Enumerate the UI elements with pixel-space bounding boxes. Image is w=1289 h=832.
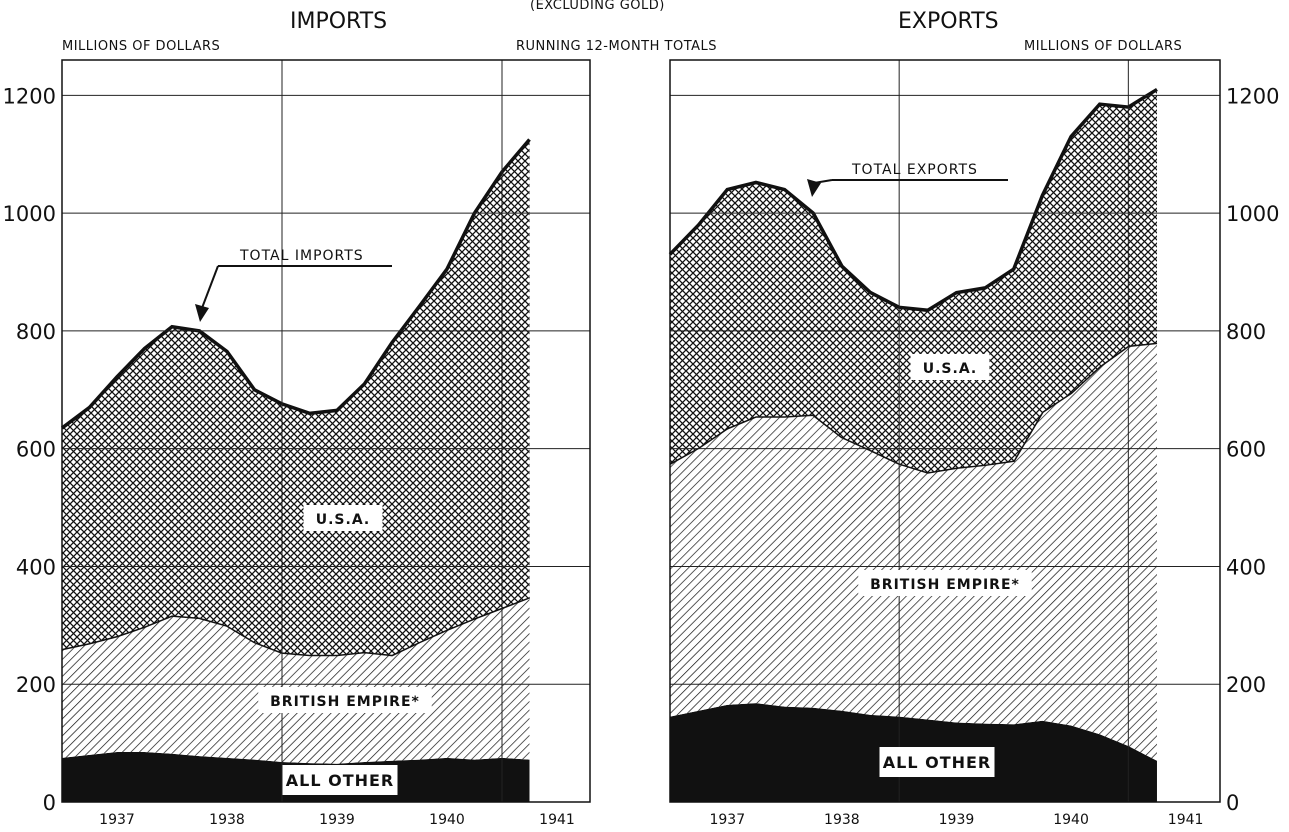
imports-y-tick-label: 600 — [16, 438, 56, 462]
exports-line-u-s-a — [668, 87, 1158, 313]
exports-plot-frame — [669, 59, 1221, 803]
exports-label-all-other: ALL OTHER — [883, 753, 992, 772]
imports-y-ticks: 0 200 400 600 800 1000 1200 — [3, 84, 56, 815]
imports-area-british-empire — [62, 597, 530, 764]
imports-label-british-empire: BRITISH EMPIRE* — [270, 694, 420, 710]
exports-x-tick-label: 1937 — [709, 812, 745, 828]
exports-axes — [669, 59, 1221, 803]
imports-label-u-s-a: U.S.A. — [316, 512, 371, 528]
imports-label-box-british-empire — [258, 687, 432, 713]
imports-annotation-text: TOTAL IMPORTS — [239, 248, 364, 264]
exports-y-tick-label: 1000 — [1226, 202, 1279, 226]
exports-y-tick-label: 1200 — [1226, 84, 1279, 108]
exports-title: EXPORTS — [898, 9, 999, 34]
imports-y-tick-label: 1200 — [3, 84, 56, 108]
imports-x-tick-label: 1941 — [539, 812, 575, 828]
exports-label-box-all-other — [879, 747, 995, 777]
exports-y-tick-label: 0 — [1226, 791, 1239, 815]
exports-series-labels: ALL OTHER BRITISH EMPIRE* U.S.A. — [858, 354, 1032, 777]
imports-x-tick-label: 1940 — [429, 812, 465, 828]
exports-areas — [668, 87, 1158, 802]
exports-y-tick-label: 800 — [1226, 320, 1266, 344]
imports-y-tick-label: 200 — [16, 673, 56, 697]
imports-y-tick-label: 800 — [16, 320, 56, 344]
imports-annotation-arrowhead — [195, 304, 209, 322]
imports-label-box-all-other — [282, 765, 398, 795]
imports-axes — [61, 59, 591, 803]
imports-annotation: TOTAL IMPORTS — [195, 248, 392, 322]
imports-series-labels: ALL OTHER BRITISH EMPIRE* U.S.A. — [258, 505, 432, 795]
exports-ylabel: MILLIONS OF DOLLARS — [1024, 39, 1182, 54]
imports-line-u-s-a — [60, 138, 531, 430]
running-totals-label: RUNNING 12-MONTH TOTALS — [516, 39, 717, 54]
exports-y-ticks: 0 200 400 600 800 1000 1200 — [1226, 84, 1279, 815]
subtitle-text: (EXCLUDING GOLD) — [530, 0, 665, 13]
exports-y-tick-label: 200 — [1226, 673, 1266, 697]
exports-x-tick-label: 1938 — [824, 812, 860, 828]
imports-ylabel: MILLIONS OF DOLLARS — [62, 39, 220, 54]
imports-area-u-s-a — [62, 139, 530, 655]
imports-x-tick-label: 1938 — [209, 812, 245, 828]
exports-area-u-s-a — [670, 89, 1157, 473]
imports-label-all-other: ALL OTHER — [286, 771, 395, 790]
exports-annotation-arrowhead — [807, 179, 821, 197]
exports-label-u-s-a: U.S.A. — [923, 361, 978, 377]
exports-y-tick-label: 400 — [1226, 555, 1266, 579]
exports-x-tick-label: 1941 — [1168, 812, 1204, 828]
imports-title: IMPORTS — [290, 9, 387, 34]
exports-grid — [670, 60, 1220, 802]
exports-annotation-text: TOTAL EXPORTS — [851, 162, 978, 178]
imports-label-box-u-s-a — [303, 505, 383, 531]
imports-grid — [62, 60, 590, 802]
exports-label-box-u-s-a — [910, 354, 990, 380]
exports-annotation: TOTAL EXPORTS — [807, 162, 1008, 197]
imports-panel: IMPORTS MILLIONS OF DOLLARS 0 200 400 600 80… — [3, 9, 591, 828]
exports-label-box-british-empire — [858, 570, 1032, 596]
imports-annotation-leader — [201, 265, 219, 309]
imports-y-tick-label: 400 — [16, 555, 56, 579]
imports-x-ticks: 1937 1938 1939 1940 1941 — [99, 812, 575, 828]
exports-x-tick-label: 1939 — [939, 812, 975, 828]
exports-panel: EXPORTS MILLIONS OF DOLLARS 0 200 400 600 80… — [668, 9, 1279, 828]
imports-x-tick-label: 1939 — [319, 812, 355, 828]
exports-x-ticks: 1937 1938 1939 1940 1941 — [709, 812, 1203, 828]
imports-y-tick-label: 1000 — [3, 202, 56, 226]
imports-x-tick-label: 1937 — [99, 812, 135, 828]
imports-areas — [60, 138, 531, 802]
exports-x-tick-label: 1940 — [1053, 812, 1089, 828]
imports-plot-frame — [61, 59, 591, 803]
imports-y-tick-label: 0 — [43, 791, 56, 815]
exports-area-british-empire — [670, 342, 1157, 761]
exports-y-tick-label: 600 — [1226, 438, 1266, 462]
exports-label-british-empire: BRITISH EMPIRE* — [870, 577, 1020, 593]
